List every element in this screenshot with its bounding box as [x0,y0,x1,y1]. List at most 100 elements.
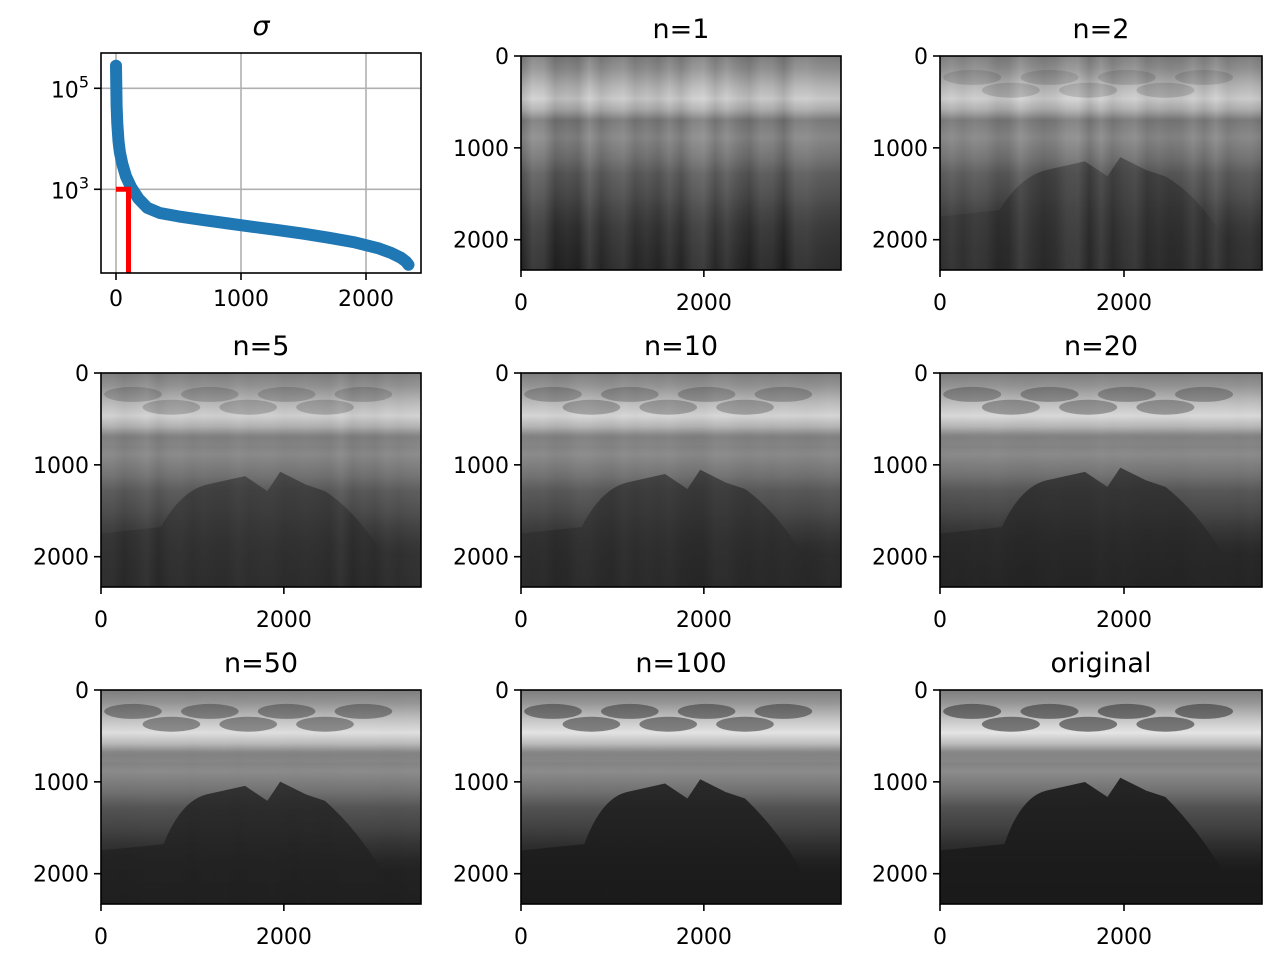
y-tick-label: 0 [495,679,509,704]
y-tick-label: 0 [495,362,509,387]
x-tick-label: 0 [933,608,947,633]
sigma-point [198,214,209,226]
y-tick-label: 0 [914,679,928,704]
y-tick-label: 1000 [33,771,89,796]
x-tick-label: 2000 [256,925,312,950]
image-frame [100,689,422,905]
y-tick-label: 2000 [872,546,928,571]
sigma-point [273,224,284,236]
banding-overlay [940,690,1262,904]
reconstruction-image [521,373,841,587]
tick-exponent: 5 [79,72,89,91]
x-tick-label: 2000 [256,608,312,633]
y-tick-label: 1000 [872,137,928,162]
sigma-point [385,247,397,259]
image-frame [939,689,1263,905]
banding-overlay [101,690,421,904]
panel-title: original [1051,648,1152,679]
image-frame [100,372,422,588]
sigma-title: σ [252,11,270,42]
panel-title: n=100 [635,648,726,679]
tick-base: 10 [51,78,79,103]
panel-title: n=1 [653,14,710,45]
sigma-point [173,210,184,222]
reconstruction-image [101,690,421,904]
x-tick-label: 2000 [676,291,732,316]
sigma-point [223,218,234,230]
image-panel: 0 2000 0 1000 2000 n=2 [872,14,1263,316]
cutoff-marker [116,186,131,273]
x-tick-label: 0 [933,925,947,950]
banding-overlay [521,56,841,270]
x-tick-label: 2000 [1096,925,1152,950]
panel-title: n=20 [1064,331,1138,362]
sigma-point [373,242,384,254]
sigma-point [348,236,359,248]
y-tick-label: 1000 [453,771,509,796]
panel-title: n=2 [1073,14,1130,45]
y-tick-label: 1000 [33,454,89,479]
reconstruction-image [521,690,841,904]
sigma-point [111,100,123,112]
image-frame [939,55,1263,271]
reconstruction-image [940,373,1262,587]
y-tick-label: 0 [495,45,509,70]
sigma-point [154,207,166,219]
y-tick-label: 1000 [872,771,928,796]
reconstruction-image [101,373,421,587]
banding-overlay [521,690,841,904]
x-tick-label: 2000 [676,925,732,950]
sigma-point [323,232,334,244]
x-tick-label: 0 [94,608,108,633]
y-tick-label: 0 [914,362,928,387]
sigma-point [403,259,414,271]
y-tick-label: 2000 [453,546,509,571]
x-tick-label: 0 [94,925,108,950]
panel-title: n=10 [644,331,718,362]
sigma-point [248,221,259,233]
y-tick-label: 103 [51,173,89,204]
sigma-point [114,146,126,158]
y-tick-label: 2000 [33,863,89,888]
image-frame [520,689,842,905]
x-tick-label: 0 [514,291,528,316]
y-tick-label: 2000 [872,863,928,888]
sigma-point [133,193,144,205]
x-tick-label: 0 [933,291,947,316]
banding-overlay [521,373,841,587]
sigma-point [298,228,309,240]
y-tick-label: 105 [51,72,89,103]
y-tick-label: 0 [75,679,89,704]
y-tick-label: 0 [914,45,928,70]
tick-base: 10 [51,179,79,204]
sigma-point [120,170,132,182]
reconstruction-image [940,56,1262,270]
image-frame [939,372,1263,588]
banding-overlay [940,56,1262,270]
y-tick-label: 2000 [453,229,509,254]
sigma-point [110,60,122,72]
image-panel: 0 2000 0 1000 2000 n=100 [453,648,842,950]
sigma-plot-area [101,53,421,273]
panel-title: n=5 [233,331,290,362]
y-tick-label: 2000 [872,229,928,254]
x-tick-label: 2000 [338,287,394,312]
reconstruction-image [521,56,841,270]
tick-exponent: 3 [79,173,89,192]
sigma-point [113,135,124,147]
x-tick-label: 2000 [1096,291,1152,316]
image-frame [520,372,842,588]
x-tick-label: 2000 [1096,608,1152,633]
y-tick-label: 1000 [453,137,509,162]
x-tick-label: 2000 [676,608,732,633]
image-panel: 0 2000 0 1000 2000 n=1 [453,14,842,316]
image-panel: 0 2000 0 1000 2000 original [872,648,1263,950]
image-panel: 0 2000 0 1000 2000 n=20 [872,331,1263,633]
panel-title: n=50 [224,648,298,679]
banding-overlay [940,373,1262,587]
x-tick-label: 1000 [213,287,269,312]
reconstruction-image [940,690,1262,904]
image-frame [520,55,842,271]
y-tick-label: 1000 [453,454,509,479]
